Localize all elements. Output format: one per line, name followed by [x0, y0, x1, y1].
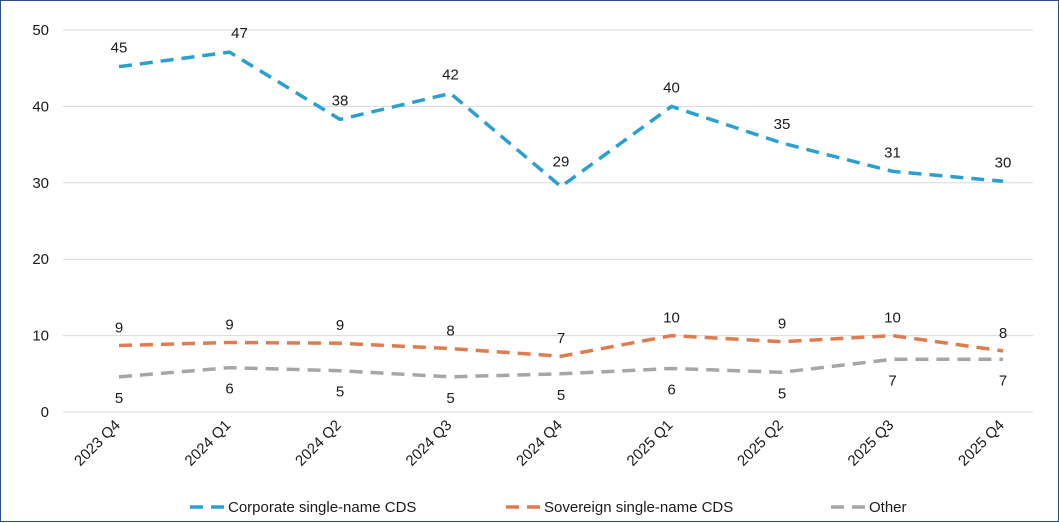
data-label: 6 — [667, 381, 675, 398]
data-label: 38 — [332, 92, 349, 109]
y-tick-label: 40 — [32, 98, 49, 115]
data-label: 45 — [111, 40, 128, 57]
gridlines — [63, 29, 1033, 413]
x-axis-ticks: 2023 Q4 2024 Q1 2024 Q2 2024 Q3 2024 Q4 2025 … — [71, 417, 1008, 470]
data-label: 10 — [884, 310, 901, 327]
y-tick-label: 10 — [32, 328, 49, 345]
x-tick-label: 2025 Q4 — [955, 417, 1008, 470]
data-label: 7 — [999, 372, 1007, 389]
data-label: 5 — [446, 390, 454, 407]
data-label: 31 — [884, 144, 901, 161]
data-label: 42 — [442, 66, 459, 83]
data-label: 29 — [553, 154, 570, 171]
data-label: 8 — [446, 323, 454, 340]
y-tick-label: 20 — [32, 251, 49, 268]
data-label: 7 — [557, 330, 565, 347]
legend-label: Corporate single-name CDS — [228, 499, 416, 516]
x-tick-label: 2025 Q3 — [845, 417, 898, 470]
x-tick-label: 2024 Q1 — [182, 417, 235, 470]
data-label: 5 — [557, 387, 565, 404]
x-tick-label: 2025 Q2 — [734, 417, 787, 470]
series-line-0 — [118, 50, 1004, 189]
series-lines — [118, 50, 1004, 379]
data-label: 30 — [995, 154, 1012, 171]
data-label: 35 — [774, 116, 791, 133]
data-label: 6 — [225, 381, 233, 398]
x-tick-label: 2024 Q2 — [292, 417, 345, 470]
data-label: 40 — [663, 79, 680, 96]
data-label: 7 — [888, 372, 896, 389]
x-tick-label: 2024 Q4 — [513, 417, 566, 470]
y-tick-label: 50 — [32, 22, 49, 39]
data-label: 47 — [231, 25, 248, 42]
data-label: 5 — [336, 384, 344, 401]
series-line-1 — [118, 333, 1004, 358]
legend: Corporate single-name CDS Sovereign singl… — [190, 499, 907, 516]
legend-label: Sovereign single-name CDS — [544, 499, 733, 516]
x-tick-label: 2023 Q4 — [71, 417, 124, 470]
legend-label: Other — [869, 499, 907, 516]
x-tick-label: 2024 Q3 — [403, 417, 456, 470]
data-label: 9 — [778, 316, 786, 333]
data-label: 8 — [999, 325, 1007, 342]
y-tick-label: 0 — [41, 404, 49, 421]
y-axis-ticks: 0 10 20 30 40 50 — [32, 22, 49, 421]
data-label: 5 — [778, 385, 786, 402]
data-labels: 45 47 38 42 29 40 35 31 30 9 9 9 8 7 10 9 10 8 5 6 5 5 5 6 5 7 7 — [111, 25, 1012, 407]
data-label: 5 — [115, 390, 123, 407]
series-line-2 — [118, 357, 1003, 379]
data-label: 9 — [225, 316, 233, 333]
data-label: 9 — [336, 317, 344, 334]
data-label: 9 — [115, 320, 123, 337]
x-tick-label: 2025 Q1 — [624, 417, 677, 470]
y-tick-label: 30 — [32, 175, 49, 192]
data-label: 10 — [663, 310, 680, 327]
